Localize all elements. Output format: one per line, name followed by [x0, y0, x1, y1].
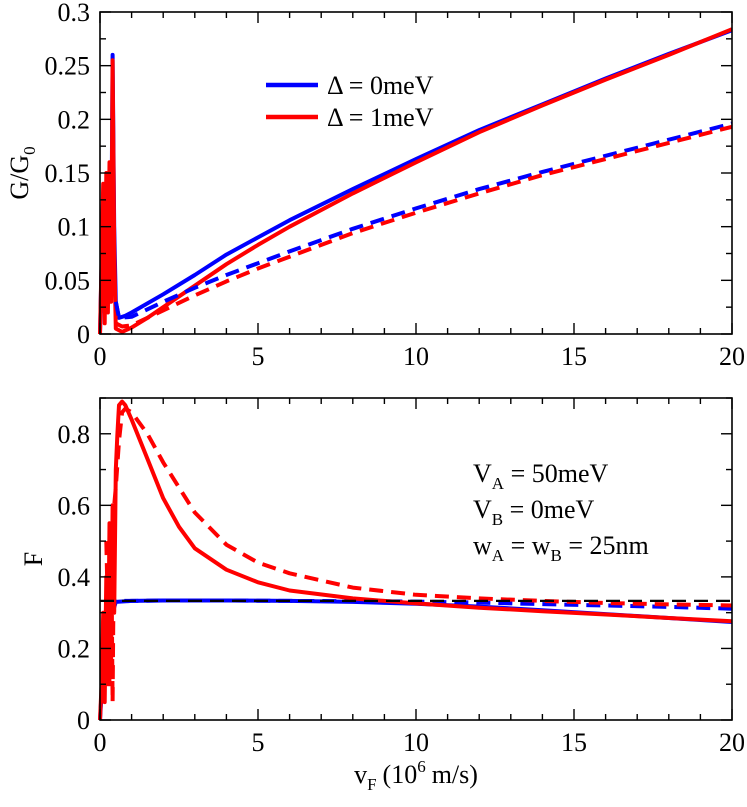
- conductance-curves: [98, 27, 733, 335]
- fano-y-tick-label: 0.6: [58, 491, 91, 520]
- conductance-y-tick-label: 0.25: [45, 52, 91, 81]
- conductance-series-2: [113, 121, 733, 320]
- legend: Δ = 0meV Δ = 1meV: [266, 71, 434, 132]
- annotation-vb: VB = 0meV: [473, 495, 595, 529]
- fano-x-tick-label: 15: [561, 728, 587, 757]
- fano-y-tick-label: 0.4: [58, 563, 91, 592]
- conductance-x-tick-label: 0: [94, 342, 107, 371]
- x-label-subscript: F: [367, 775, 376, 794]
- fano-series-3: [104, 406, 733, 705]
- x-label-superscript: 6: [417, 757, 426, 776]
- conductance-y-tick-label: 0.3: [58, 0, 91, 27]
- legend-label-delta-0: Δ = 0meV: [327, 71, 434, 100]
- conductance-x-tick-label: 5: [252, 342, 265, 371]
- fano-y-tick-label: 0: [77, 706, 90, 735]
- conductance-ticks: 0 5 10 15 20 0 0.05 0.1 0.15 0.2 0.25 0.3: [45, 0, 746, 371]
- x-axis-label: vF (106 m/s): [354, 757, 478, 794]
- fano-x-tick-label: 5: [252, 728, 265, 757]
- fano-x-tick-label: 0: [94, 728, 107, 757]
- annotation-va: VA = 50meV: [473, 459, 608, 493]
- conductance-x-tick-label: 20: [719, 342, 745, 371]
- annotation-width: wA = wB = 25nm: [473, 531, 649, 565]
- svg-text:G/G0: G/G0: [5, 146, 39, 199]
- fano-y-tick-label: 0.2: [58, 634, 91, 663]
- fano-x-tick-label: 20: [719, 728, 745, 757]
- fano-x-tick-label: 10: [403, 728, 429, 757]
- conductance-y-axis-label: G/G0: [5, 146, 39, 199]
- conductance-y-tick-label: 0.2: [58, 105, 91, 134]
- x-label-unit: m/s): [432, 760, 478, 789]
- x-label-rest: (10: [383, 760, 418, 789]
- legend-label-delta-1: Δ = 1meV: [327, 103, 434, 132]
- conductance-y-tick-label: 0.15: [45, 159, 91, 188]
- fano-y-axis-label: F: [19, 552, 48, 566]
- fano-curves: [98, 399, 733, 721]
- fano-y-tick-label: 0.8: [58, 420, 91, 449]
- conductance-x-tick-label: 10: [403, 342, 429, 371]
- x-label-v: v: [354, 760, 367, 789]
- parameter-annotations: VA = 50meV VB = 0meV wA = wB = 25nm: [473, 459, 649, 565]
- conductance-y-label-text: G/G: [5, 155, 34, 200]
- conductance-series-3: [114, 124, 733, 329]
- conductance-x-tick-label: 15: [561, 342, 587, 371]
- fano-series-1: [107, 598, 733, 614]
- conductance-y-tick-label: 0.1: [58, 213, 91, 242]
- conductance-y-label-subscript: 0: [20, 146, 39, 155]
- conductance-y-tick-label: 0.05: [45, 266, 91, 295]
- conductance-y-tick-label: 0: [77, 320, 90, 349]
- fano-ticks: 0 5 10 15 20 0 0.2 0.4 0.6 0.8: [58, 397, 745, 757]
